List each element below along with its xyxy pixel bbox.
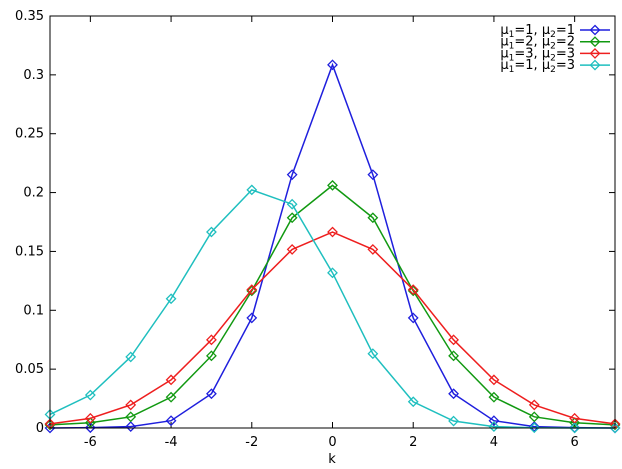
data-point-marker (206, 388, 217, 400)
data-point-marker (206, 226, 217, 238)
legend: μ1=1, μ2=1μ1=2, μ2=2μ1=3, μ2=3μ1=1, μ2=3 (500, 23, 610, 75)
data-point-marker (206, 350, 217, 362)
data-point-marker (528, 422, 540, 434)
data-point-marker (246, 285, 258, 297)
data-point-marker (448, 334, 459, 346)
data-point-marker (286, 244, 298, 255)
x-tick-label: -6 (84, 435, 97, 450)
legend-entry: μ1=3, μ2=3 (500, 46, 610, 63)
legend-swatch-marker (589, 47, 601, 59)
data-point-marker (448, 388, 459, 400)
data-point-marker (528, 421, 540, 433)
data-point-marker (286, 198, 298, 210)
legend-label: μ1=2, μ2=2 (500, 35, 575, 52)
series-3 (44, 226, 621, 430)
y-tick-label: 0.05 (15, 362, 44, 377)
y-tick-label: 0.35 (15, 9, 44, 24)
data-point-marker (165, 391, 177, 403)
data-point-marker (327, 226, 338, 238)
data-point-marker (327, 59, 338, 71)
legend-entry: μ1=1, μ2=1 (500, 23, 610, 40)
data-point-marker (407, 284, 419, 296)
y-tick-label: 0.2 (23, 186, 44, 201)
data-point-marker (367, 348, 379, 360)
data-point-marker (125, 411, 137, 423)
legend-swatch-marker (589, 36, 601, 48)
series-1 (44, 59, 621, 434)
y-tick-label: 0.1 (23, 303, 44, 318)
data-point-marker (528, 399, 540, 411)
data-point-marker (448, 415, 459, 427)
series-line (49, 62, 616, 429)
data-point-marker (367, 244, 379, 255)
series-2 (44, 179, 621, 431)
data-point-marker (125, 351, 137, 363)
data-point-marker (367, 169, 379, 181)
data-point-marker (327, 267, 338, 279)
series-layer (44, 59, 621, 434)
legend-label: μ1=1, μ2=1 (500, 23, 575, 40)
data-point-marker (84, 417, 96, 429)
data-point-marker (246, 312, 258, 324)
data-point-marker (448, 350, 459, 362)
data-point-marker (488, 415, 500, 427)
data-point-marker (367, 212, 379, 224)
data-point-marker (569, 422, 581, 434)
data-point-marker (488, 374, 500, 386)
data-point-marker (286, 169, 298, 181)
axis-ticks: -6 -4 -2 0 2 4 6 0 0.05 0.1 0.15 0.2 0.25 0.3 0.35 (15, 9, 615, 450)
data-point-marker (528, 411, 540, 423)
legend-label: μ1=1, μ2=3 (500, 58, 575, 75)
data-point-marker (407, 312, 419, 324)
x-tick-label: 2 (409, 435, 417, 450)
data-point-marker (488, 391, 500, 403)
data-point-marker (165, 293, 177, 305)
y-tick-label: 0.15 (15, 244, 44, 259)
data-point-marker (286, 212, 298, 224)
data-point-marker (407, 396, 419, 408)
data-point-marker (165, 374, 177, 386)
data-point-marker (488, 421, 500, 433)
y-tick-label: 0.3 (23, 68, 44, 83)
x-tick-label: -4 (165, 435, 178, 450)
data-point-marker (84, 389, 96, 401)
series-line (49, 231, 616, 425)
data-point-marker (327, 179, 338, 191)
y-tick-label: 0 (36, 421, 44, 436)
data-point-marker (569, 417, 581, 429)
x-tick-label: 4 (490, 435, 498, 450)
data-point-marker (246, 284, 258, 296)
y-tick-label: 0.25 (15, 127, 44, 142)
data-point-marker (125, 421, 137, 433)
data-point-marker (609, 422, 621, 434)
x-tick-label: -2 (245, 435, 258, 450)
plot-frame (49, 15, 616, 429)
data-point-marker (407, 285, 419, 297)
data-point-marker (206, 334, 217, 346)
data-point-marker (84, 422, 96, 434)
legend-entry: μ1=1, μ2=3 (500, 58, 610, 75)
data-point-marker (84, 412, 96, 424)
x-tick-label: 6 (571, 435, 579, 450)
x-tick-label: 0 (328, 435, 336, 450)
series-line (49, 188, 615, 429)
data-point-marker (165, 415, 177, 427)
data-point-marker (125, 399, 137, 411)
series-line (49, 184, 616, 426)
legend-entry: μ1=2, μ2=2 (500, 35, 610, 52)
legend-label: μ1=3, μ2=3 (500, 46, 575, 63)
data-point-marker (246, 184, 258, 196)
x-axis-label: k (328, 452, 336, 467)
legend-swatch-marker (589, 24, 601, 36)
legend-swatch-marker (589, 59, 601, 71)
series-4 (44, 184, 621, 434)
